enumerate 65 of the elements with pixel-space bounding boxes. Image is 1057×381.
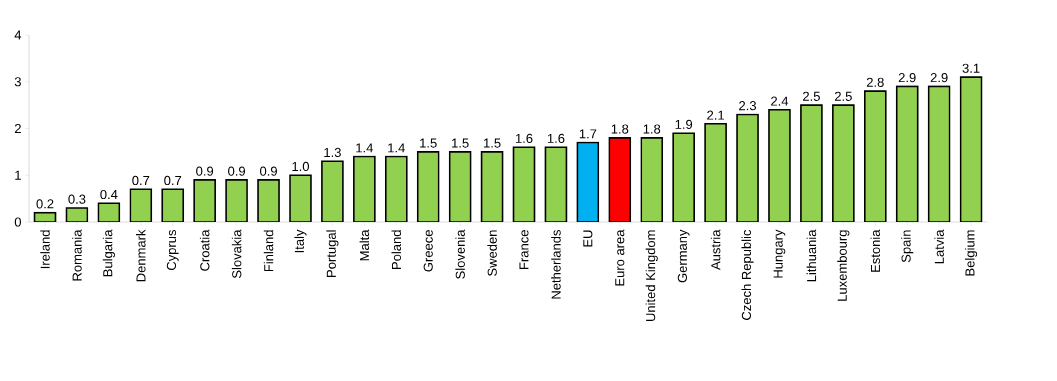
x-tick-label: Latvia xyxy=(934,229,944,264)
data-label: 0.9 xyxy=(260,166,277,176)
y-tick-label: 3 xyxy=(14,77,21,87)
x-tick-label: Lithuania xyxy=(806,229,817,282)
data-label: 1.4 xyxy=(388,143,405,153)
x-tick-label: Netherlands xyxy=(551,230,561,299)
data-label: 0.9 xyxy=(228,166,246,176)
x-tick-label: Finland xyxy=(263,230,274,272)
y-tick-label: 2 xyxy=(14,123,21,134)
data-label: 2.3 xyxy=(739,101,757,111)
data-label: 1.8 xyxy=(643,124,661,134)
data-label: 1.9 xyxy=(675,119,693,129)
x-tick-label: France xyxy=(519,230,529,269)
data-label: 1.8 xyxy=(611,124,629,134)
x-tick-label: Luxembourg xyxy=(837,230,850,301)
x-tick-label: Bulgaria xyxy=(102,229,115,277)
data-label: 2.9 xyxy=(930,73,948,83)
data-label: 2.9 xyxy=(898,73,916,83)
data-label: 1.4 xyxy=(356,143,373,153)
data-label: 3.1 xyxy=(962,63,980,73)
data-label: 1.7 xyxy=(579,129,597,139)
x-tick-label: Estonia xyxy=(870,229,881,272)
x-tick-label: Poland xyxy=(391,230,402,269)
x-tick-label: United Kingdom xyxy=(645,230,658,322)
data-label: 1.5 xyxy=(452,138,469,148)
x-tick-label: Ireland xyxy=(40,230,50,269)
x-tick-label: Germany xyxy=(677,229,690,283)
x-tick-label: Croatia xyxy=(199,229,210,271)
data-label: 1.0 xyxy=(292,161,310,172)
x-tick-label: Spain xyxy=(901,230,914,263)
data-label: 2.8 xyxy=(866,77,884,87)
data-label: 0.9 xyxy=(196,166,214,176)
data-label: 0.3 xyxy=(68,194,86,204)
x-tick-label: Italy xyxy=(294,229,307,253)
x-tick-label: Denmark xyxy=(136,229,146,282)
data-label: 1.6 xyxy=(547,133,565,143)
x-tick-label: Sweden xyxy=(487,230,497,276)
data-label: 0.4 xyxy=(100,189,118,200)
y-tick-label: 4 xyxy=(14,30,22,40)
x-tick-label: Greece xyxy=(423,230,433,272)
data-label: 2.5 xyxy=(803,91,820,101)
x-tick-label: Belgium xyxy=(965,230,978,276)
x-tick-label: Portugal xyxy=(326,230,339,277)
x-tick-label: Hungary xyxy=(773,229,786,278)
x-tick-label: Slovenia xyxy=(455,229,465,279)
x-tick-label: Czech Republic xyxy=(741,229,754,320)
x-tick-label: Austria xyxy=(710,229,721,270)
data-label: 0.7 xyxy=(164,175,182,186)
data-label: 2.4 xyxy=(771,96,789,106)
data-label: 1.5 xyxy=(420,138,437,148)
data-label: 2.1 xyxy=(707,110,725,120)
x-tick-label: Slovakia xyxy=(231,229,242,279)
data-label: 0.2 xyxy=(36,199,54,209)
y-tick-label: 0 xyxy=(14,217,21,227)
x-tick-label: Cyprus xyxy=(166,230,179,271)
data-label: 1.6 xyxy=(515,133,533,143)
x-tick-label: Romania xyxy=(72,229,82,281)
data-label: 0.7 xyxy=(132,175,150,186)
data-label: 1.3 xyxy=(324,147,341,158)
x-tick-label: EU xyxy=(583,230,593,247)
data-label: 1.5 xyxy=(484,138,501,148)
data-label: 2.5 xyxy=(834,91,852,101)
x-tick-label: Euro area xyxy=(615,229,625,286)
x-tick-label: Malta xyxy=(359,229,370,261)
y-tick-label: 1 xyxy=(15,170,21,180)
